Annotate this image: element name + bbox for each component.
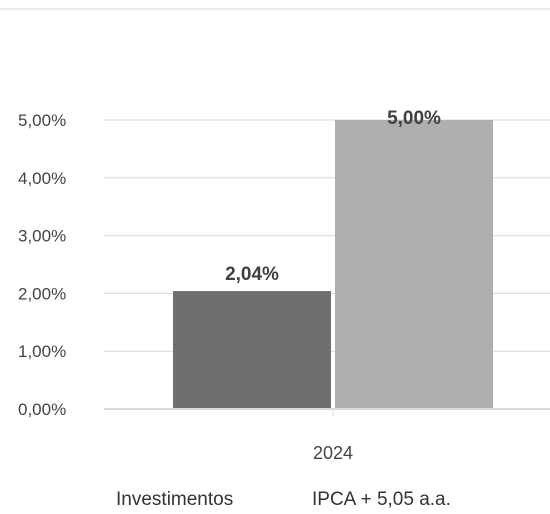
y-tick-label: 2,00% bbox=[18, 284, 66, 303]
bar-investimentos bbox=[173, 291, 331, 409]
y-tick-label: 1,00% bbox=[18, 342, 66, 361]
data-label: 2,04% bbox=[225, 264, 279, 285]
bars bbox=[173, 120, 493, 409]
y-tick-label: 5,00% bbox=[18, 111, 66, 130]
legend-entry: Investimentos bbox=[116, 489, 233, 510]
x-axis: 2024 bbox=[104, 408, 550, 463]
legend-entry: IPCA + 5,05 a.a. bbox=[312, 489, 451, 510]
data-label: 5,00% bbox=[387, 108, 441, 129]
x-category-label: 2024 bbox=[313, 443, 353, 463]
y-axis-labels: 0,00% 1,00% 2,00% 3,00% 4,00% 5,00% bbox=[18, 111, 66, 419]
y-tick-label: 3,00% bbox=[18, 227, 66, 246]
y-tick-label: 4,00% bbox=[18, 169, 66, 188]
data-labels: 2,04% 5,00% bbox=[225, 108, 441, 285]
y-tick-label: 0,00% bbox=[18, 400, 66, 419]
bar-ipca-5-05-a-a bbox=[335, 120, 493, 409]
legend: Investimentos IPCA + 5,05 a.a. bbox=[116, 489, 451, 510]
top-divider bbox=[0, 8, 550, 10]
